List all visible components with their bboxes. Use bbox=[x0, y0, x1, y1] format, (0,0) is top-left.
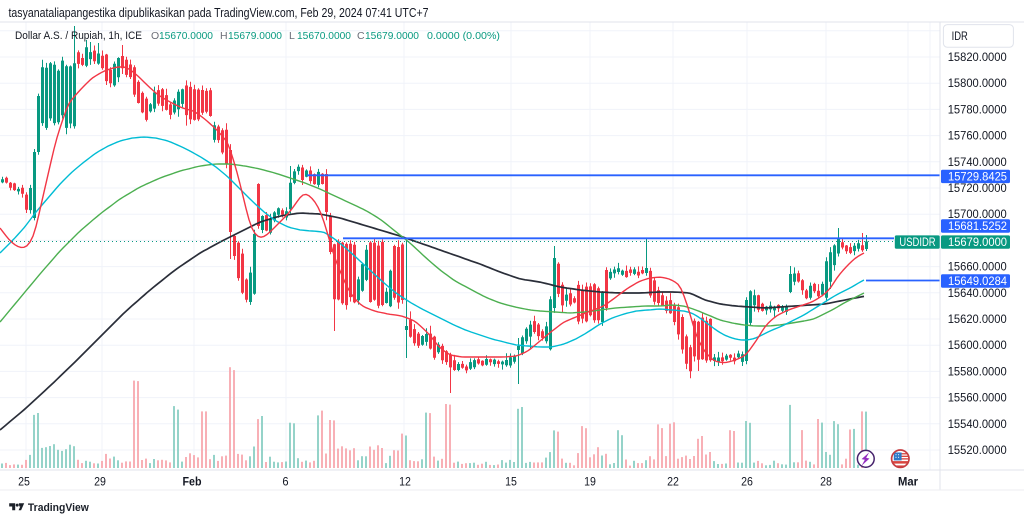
svg-text:15580.0000: 15580.0000 bbox=[948, 366, 1007, 378]
svg-text:19: 19 bbox=[584, 476, 596, 488]
svg-text:15760.0000: 15760.0000 bbox=[948, 131, 1007, 143]
svg-text:12: 12 bbox=[399, 476, 411, 488]
svg-text:15679.0000: 15679.0000 bbox=[365, 30, 419, 42]
svg-text:6: 6 bbox=[282, 476, 288, 488]
svg-text:tasyanataliapangestika dipubli: tasyanataliapangestika dipublikasikan pa… bbox=[9, 5, 429, 20]
svg-text:0.0000 (0.00%): 0.0000 (0.00%) bbox=[427, 30, 500, 42]
svg-text:15540.0000: 15540.0000 bbox=[948, 419, 1007, 431]
svg-text:15720.0000: 15720.0000 bbox=[948, 183, 1007, 195]
svg-text:28: 28 bbox=[820, 476, 832, 488]
svg-text:29: 29 bbox=[94, 476, 106, 488]
svg-text:H: H bbox=[220, 30, 228, 42]
svg-text:15820.0000: 15820.0000 bbox=[948, 52, 1007, 64]
svg-text:15670.0000: 15670.0000 bbox=[297, 30, 351, 42]
svg-text:15640.0000: 15640.0000 bbox=[948, 288, 1007, 300]
svg-text:15660.0000: 15660.0000 bbox=[948, 262, 1007, 274]
svg-text:L: L bbox=[289, 30, 295, 42]
svg-text:15681.5252: 15681.5252 bbox=[948, 221, 1007, 233]
svg-text:15620.0000: 15620.0000 bbox=[948, 314, 1007, 326]
svg-text:15670.0000: 15670.0000 bbox=[159, 30, 213, 42]
svg-text:15600.0000: 15600.0000 bbox=[948, 340, 1007, 352]
svg-text:Mar: Mar bbox=[898, 476, 919, 488]
svg-text:USDIDR: USDIDR bbox=[899, 237, 935, 249]
svg-text:15729.8425: 15729.8425 bbox=[948, 171, 1007, 183]
svg-text:Dollar A.S. / Rupiah, 1h, ICE: Dollar A.S. / Rupiah, 1h, ICE bbox=[15, 30, 142, 42]
svg-text:15560.0000: 15560.0000 bbox=[948, 393, 1007, 405]
svg-text:15649.0284: 15649.0284 bbox=[948, 276, 1008, 288]
svg-text:22: 22 bbox=[667, 476, 679, 488]
svg-text:15: 15 bbox=[505, 476, 517, 488]
svg-text:15740.0000: 15740.0000 bbox=[948, 157, 1007, 169]
svg-text:15679.0000: 15679.0000 bbox=[228, 30, 282, 42]
svg-text:15800.0000: 15800.0000 bbox=[948, 78, 1007, 90]
svg-text:25: 25 bbox=[18, 476, 30, 488]
svg-text:IDR: IDR bbox=[952, 31, 968, 43]
svg-text:15780.0000: 15780.0000 bbox=[948, 104, 1007, 116]
svg-text:C: C bbox=[357, 30, 365, 42]
svg-text:15520.0000: 15520.0000 bbox=[948, 445, 1007, 457]
svg-text:26: 26 bbox=[741, 476, 753, 488]
svg-text:15700.0000: 15700.0000 bbox=[948, 209, 1007, 221]
svg-text:15679.0000: 15679.0000 bbox=[948, 237, 1007, 249]
svg-text:O: O bbox=[151, 30, 159, 42]
svg-text:Feb: Feb bbox=[183, 476, 202, 488]
svg-text:TradingView: TradingView bbox=[28, 502, 89, 514]
